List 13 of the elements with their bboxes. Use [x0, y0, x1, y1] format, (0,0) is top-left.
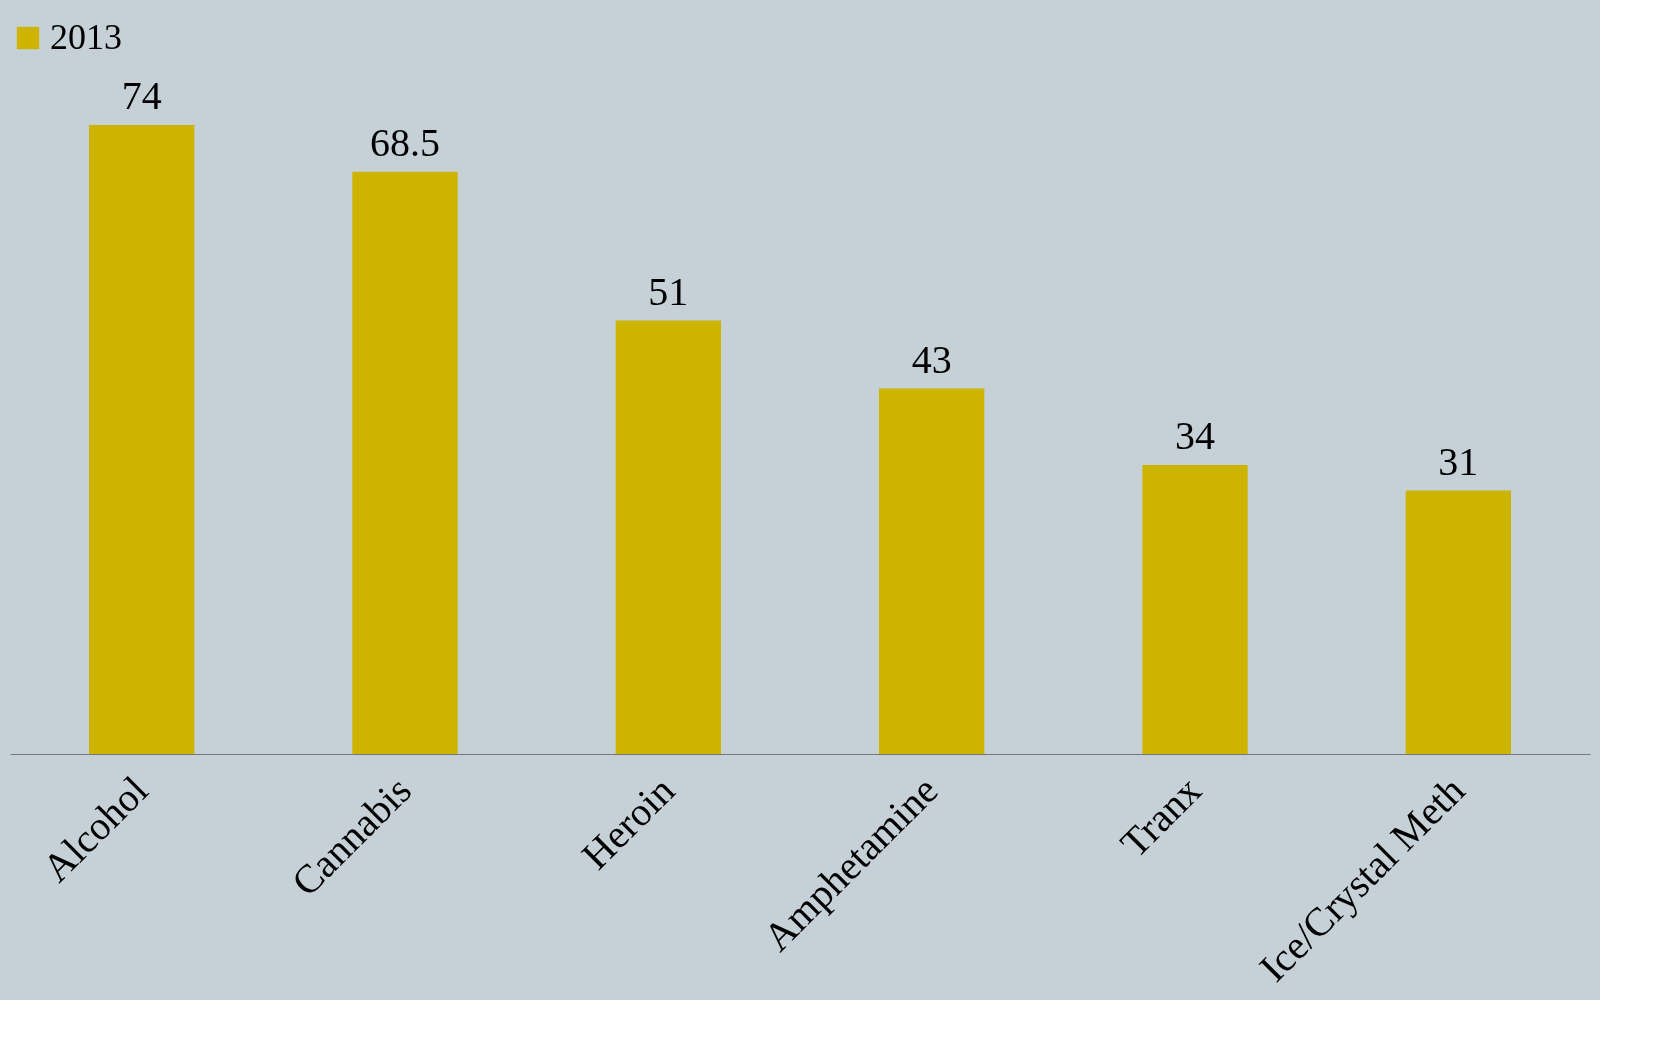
legend-label: 2013	[50, 17, 122, 57]
bar	[615, 320, 721, 754]
data-label: 51	[648, 268, 689, 314]
bar	[89, 125, 195, 754]
bar	[1142, 465, 1248, 754]
data-label: 43	[911, 336, 952, 382]
data-label: 68.5	[370, 119, 440, 165]
bar	[352, 171, 458, 754]
bar	[1405, 490, 1511, 754]
data-label: 74	[121, 73, 162, 118]
data-label: 34	[1175, 413, 1215, 458]
data-label: 31	[1438, 438, 1479, 484]
bar	[879, 388, 985, 754]
